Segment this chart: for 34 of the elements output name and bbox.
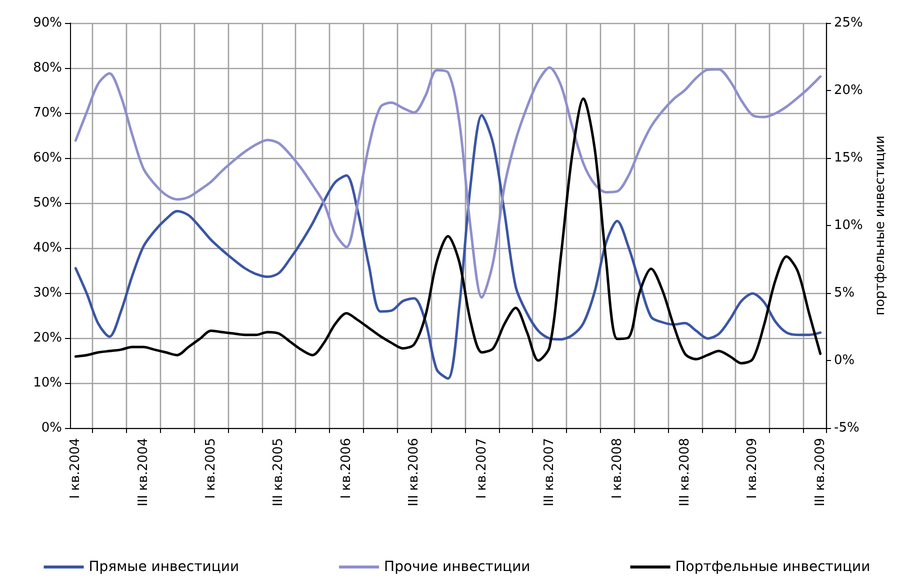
x-tick-label: I кв.2007: [474, 438, 490, 499]
x-tick-label: I кв.2005: [204, 438, 219, 499]
y2-tick-label: 15%: [834, 150, 863, 166]
y-tick-label: 70%: [33, 106, 62, 120]
x-tick-label: I кв.2009: [745, 438, 760, 499]
x-tick-label: III кв.2008: [677, 438, 692, 506]
y-tick-label: 20%: [33, 330, 62, 346]
y-tick-label: 40%: [33, 240, 62, 256]
y2-axis-title: портфельные инвестиции: [873, 136, 888, 316]
y2-tick-label: 20%: [834, 83, 863, 98]
x-tick-label: I кв.2006: [338, 438, 354, 499]
legend-label: Прочие инвестиции: [384, 559, 530, 575]
x-tick-label: III кв.2005: [271, 438, 286, 506]
y2-tick-label: 25%: [834, 16, 863, 30]
y-tick-label: 90%: [33, 16, 62, 30]
x-tick-label: III кв.2007: [542, 438, 558, 506]
y2-tick-label: 5%: [834, 286, 855, 300]
x-tick-label: III кв.2004: [136, 438, 151, 506]
y-tick-label: 80%: [33, 60, 62, 76]
x-tick-label: I кв.2008: [610, 438, 625, 499]
y-tick-label: 0%: [41, 420, 62, 436]
y-tick-label: 60%: [33, 150, 62, 166]
y2-tick-label: 10%: [834, 218, 863, 233]
y2-tick-label: -5%: [834, 420, 860, 436]
line-series: [74, 66, 822, 299]
x-tick-label: III кв.2009: [812, 438, 828, 506]
y-tick-label: 10%: [33, 376, 62, 390]
y2-tick-label: 0%: [834, 353, 855, 368]
legend-label: Портфельные инвестиции: [675, 559, 870, 575]
y-tick-label: 30%: [33, 286, 62, 300]
y-tick-label: 50%: [33, 196, 62, 210]
x-tick-label: III кв.2006: [406, 438, 422, 506]
x-tick-label: I кв.2004: [68, 438, 84, 499]
legend-label: Прямые инвестиции: [88, 559, 240, 575]
